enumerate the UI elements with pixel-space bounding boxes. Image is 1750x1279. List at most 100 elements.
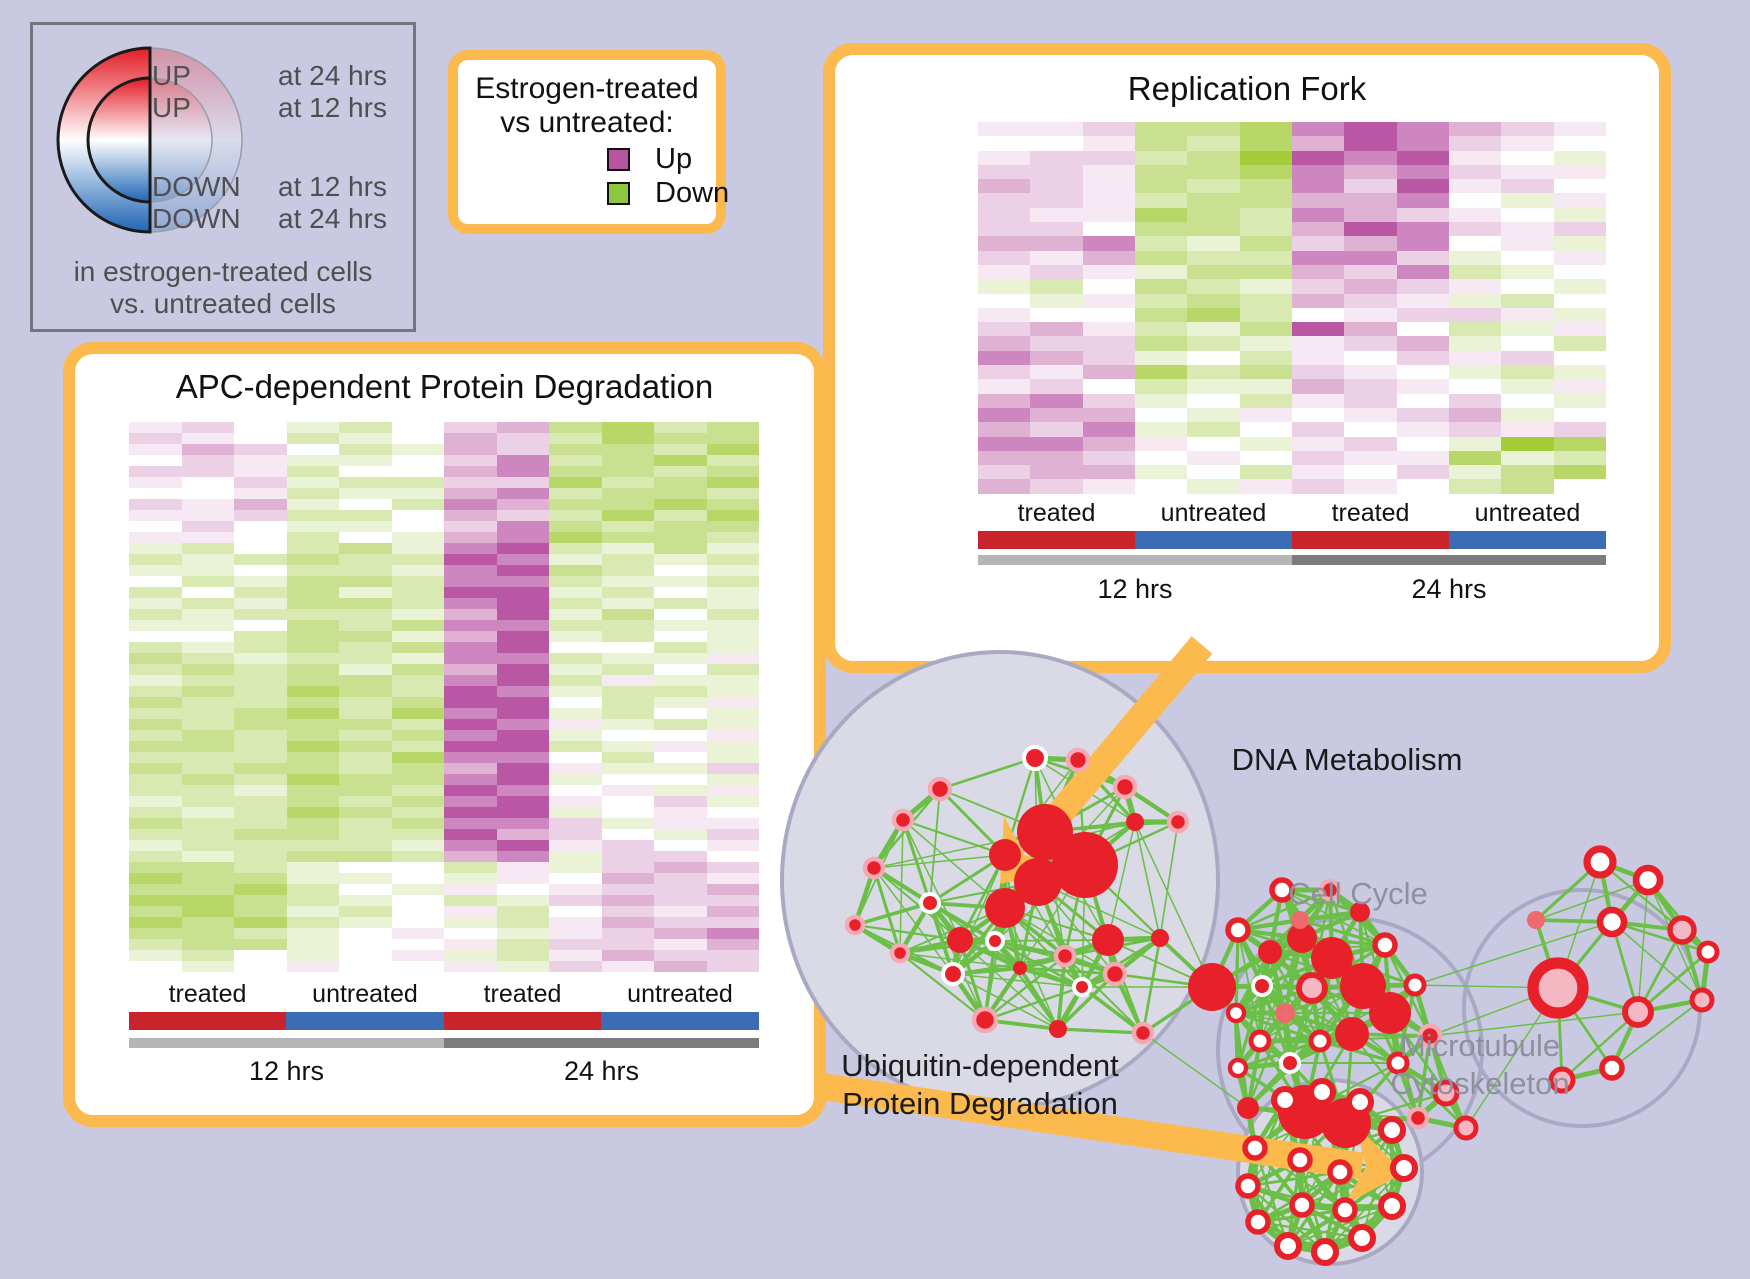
network-node xyxy=(1225,1002,1247,1024)
rf-24hr-bar xyxy=(1292,555,1606,565)
heatmap-row xyxy=(978,136,1606,151)
heatmap-row xyxy=(129,917,759,928)
heatmap-row xyxy=(978,450,1606,466)
heatmap-row xyxy=(129,620,759,631)
network-node xyxy=(1417,1023,1443,1049)
rf-treated-bar-12 xyxy=(978,531,1135,549)
rf-12hr-bar xyxy=(978,555,1292,565)
ring-legend-time-up24: at 24 hrs xyxy=(278,60,387,91)
heatmap-row xyxy=(129,862,759,873)
network-node xyxy=(889,942,911,964)
heatmap-row xyxy=(978,207,1606,223)
network-node xyxy=(1072,977,1092,997)
network-node xyxy=(1527,957,1589,1019)
heatmap-row xyxy=(129,686,759,697)
ring-legend-circles xyxy=(56,46,243,234)
heatmap-row xyxy=(129,488,759,499)
heatmap-row xyxy=(978,393,1606,408)
rf-group-label-4: untreated xyxy=(1474,499,1581,527)
apc-group-label-4: untreated xyxy=(627,980,733,1008)
heatmap-row xyxy=(129,675,759,686)
network-node xyxy=(1248,1029,1272,1053)
network-node xyxy=(1289,1192,1315,1218)
apc-heatmap xyxy=(129,422,759,972)
network-node xyxy=(1102,961,1128,987)
heatmap-row xyxy=(129,697,759,708)
heatmap-row xyxy=(129,576,759,587)
heatmap-row xyxy=(129,642,759,653)
network-node xyxy=(1583,845,1617,879)
heatmap-row xyxy=(978,307,1606,323)
apc-treated-bar-24 xyxy=(444,1012,601,1030)
apc-group-label-1: treated xyxy=(168,980,247,1008)
apc-12hr-bar xyxy=(129,1038,444,1048)
replication-fork-heatmap xyxy=(978,122,1606,494)
heatmap-row xyxy=(129,741,759,752)
network-node xyxy=(1287,1147,1313,1173)
ring-legend-dir-down24: DOWN xyxy=(152,203,241,234)
ring-legend-time-down12: at 12 hrs xyxy=(278,171,387,202)
network-node xyxy=(1131,1021,1155,1045)
heatmap-row xyxy=(129,807,759,818)
network-node xyxy=(1242,1135,1268,1161)
apc-12hr-label: 12 hrs xyxy=(248,1056,325,1086)
network-node xyxy=(985,931,1005,951)
heatmap-row xyxy=(129,565,759,576)
heatmap-row xyxy=(129,521,759,532)
heatmap-row xyxy=(978,293,1606,308)
down-swatch xyxy=(607,182,630,205)
heatmap-row xyxy=(129,840,759,851)
heatmap-row xyxy=(129,895,759,906)
ubiquitin-label-line2: Protein Degradation xyxy=(842,1086,1118,1121)
heatmap-row xyxy=(129,719,759,730)
rf-group-label-2: untreated xyxy=(1160,499,1267,527)
heatmap-row xyxy=(129,587,759,598)
network-node xyxy=(1377,1115,1407,1145)
network-node xyxy=(1166,810,1190,834)
heatmap-row xyxy=(129,554,759,565)
ring-legend-time-down24: at 24 hrs xyxy=(278,203,387,234)
ring-legend-box xyxy=(30,22,416,332)
heatmap-row xyxy=(129,961,759,972)
network-node xyxy=(1596,906,1628,938)
cell-cycle-label: Cell Cycle xyxy=(1288,876,1428,911)
heatmap-row xyxy=(129,873,759,884)
heatmap-row xyxy=(978,236,1606,251)
heatmap-row xyxy=(978,222,1606,237)
heatmap-row xyxy=(978,336,1606,351)
heatmap-row xyxy=(129,433,759,444)
heatmap-row xyxy=(129,609,759,620)
network-node xyxy=(1092,924,1124,956)
network-node xyxy=(1151,929,1169,947)
heatmap-row xyxy=(978,479,1606,494)
heatmap-row xyxy=(129,950,759,961)
heatmap-row xyxy=(978,322,1606,337)
ring-legend-dir-down12: DOWN xyxy=(152,171,241,202)
rf-12hr-label: 12 hrs xyxy=(1097,574,1173,604)
down-label: Down xyxy=(655,177,730,209)
heatmap-row xyxy=(129,543,759,554)
heatmap-row xyxy=(129,851,759,862)
heatmap-row xyxy=(129,598,759,609)
heatmap-row xyxy=(129,752,759,763)
apc-24hr-bar xyxy=(444,1038,759,1048)
network-node xyxy=(989,839,1021,871)
apc-group-label-2: untreated xyxy=(312,980,418,1008)
heatmap-row xyxy=(978,164,1606,180)
heatmap-row xyxy=(129,499,759,510)
network-node xyxy=(1269,877,1295,903)
heatmap-row xyxy=(129,455,759,466)
heatmap-row xyxy=(129,532,759,543)
heatmap-row xyxy=(129,653,759,664)
network-node xyxy=(1622,996,1654,1028)
network-node xyxy=(1287,923,1317,953)
heatmap-row xyxy=(129,939,759,950)
microtubule-label-line2: Cytoskeleton xyxy=(1390,1066,1570,1101)
network-node xyxy=(1599,1055,1625,1081)
heatmap-row xyxy=(978,407,1606,423)
network-node xyxy=(1406,1106,1430,1130)
apc-untreated-bar-24 xyxy=(601,1012,759,1030)
network-node xyxy=(1188,963,1236,1011)
heatmap-row xyxy=(129,774,759,785)
